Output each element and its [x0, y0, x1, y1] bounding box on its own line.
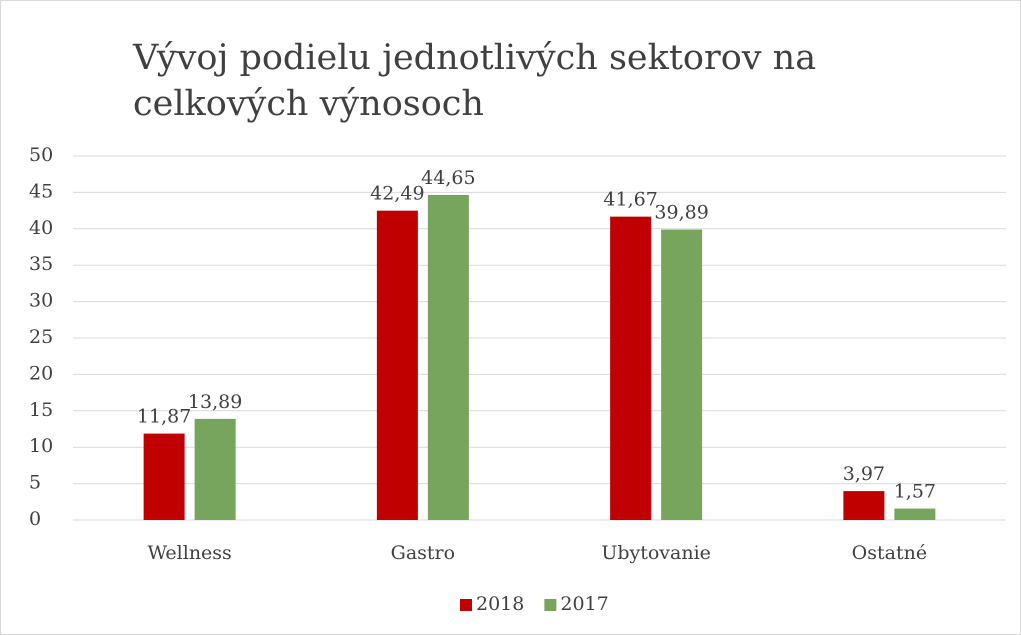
y-tick-label: 20 — [29, 362, 53, 384]
data-label: 39,89 — [654, 202, 708, 224]
legend-swatch — [460, 599, 472, 611]
x-tick-label: Gastro — [391, 542, 455, 564]
y-tick-label: 0 — [29, 508, 41, 530]
legend-label: 2018 — [476, 593, 524, 615]
y-tick-label: 15 — [29, 399, 53, 421]
y-tick-label: 10 — [29, 435, 53, 457]
bar — [843, 491, 885, 520]
data-label: 3,97 — [843, 463, 885, 485]
y-tick-label: 45 — [29, 180, 53, 202]
bar — [610, 216, 652, 520]
chart-title: Vývoj podielu jednotlivých sektorov na c… — [133, 38, 817, 124]
bar — [894, 508, 936, 520]
bar — [194, 418, 236, 520]
legend-swatch — [544, 599, 557, 611]
bar — [143, 433, 185, 520]
x-tick-label: Ostatné — [852, 542, 927, 564]
x-tick-label: Ubytovanie — [601, 542, 711, 564]
data-label: 11,87 — [137, 406, 191, 428]
data-label: 13,89 — [188, 391, 242, 413]
bar — [427, 194, 469, 520]
data-label: 1,57 — [894, 481, 936, 503]
data-label: 42,49 — [370, 183, 424, 205]
bar — [376, 210, 418, 521]
data-label: 44,65 — [421, 167, 475, 189]
y-tick-label: 35 — [29, 253, 53, 275]
y-tick-label: 30 — [29, 290, 53, 312]
x-tick-label: Wellness — [147, 542, 231, 564]
legend-label: 2017 — [560, 593, 608, 615]
y-tick-label: 40 — [29, 217, 53, 239]
y-tick-label: 5 — [29, 472, 41, 494]
data-label: 41,67 — [603, 189, 657, 211]
bar — [661, 229, 703, 520]
y-tick-label: 25 — [29, 326, 53, 348]
y-tick-label: 50 — [29, 144, 53, 166]
